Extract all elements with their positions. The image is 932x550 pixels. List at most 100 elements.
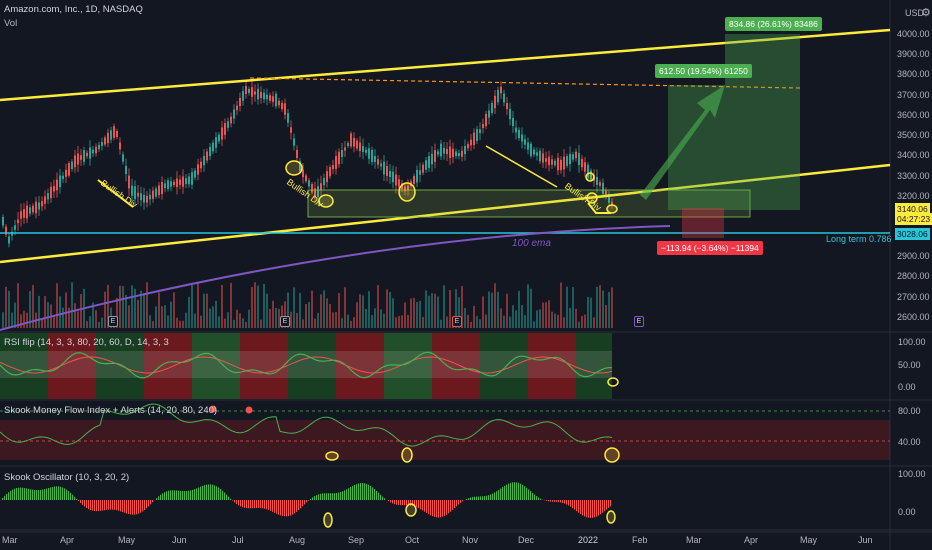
oscillator-bar	[274, 500, 276, 513]
rsi-flip-band	[36, 333, 42, 399]
oscillator-bar	[294, 500, 296, 514]
oscillator-bar	[566, 500, 568, 505]
oscillator-bar	[398, 500, 400, 505]
price-candle	[512, 117, 514, 127]
oscillator-bar	[28, 488, 30, 500]
rsi-flip-legend[interactable]: RSI flip (14, 3, 3, 80, 20, 60, D, 14, 3…	[4, 337, 169, 348]
volume-bar	[98, 321, 100, 328]
volume-bar	[593, 317, 595, 328]
volume-bar	[302, 319, 304, 328]
oscillator-bar	[254, 500, 256, 509]
oscillator-bar	[44, 489, 46, 500]
volume-bar	[410, 298, 412, 328]
earnings-marker-2[interactable]: E	[280, 316, 290, 327]
earnings-marker-3[interactable]: E	[452, 316, 462, 327]
volume-bar	[272, 300, 274, 328]
volume-bar	[185, 312, 187, 328]
oscillator-bar	[554, 500, 556, 502]
price-candle	[218, 134, 220, 142]
oscillator-bar	[178, 490, 180, 500]
ema-label[interactable]: 100 ema	[512, 238, 551, 249]
price-candle	[80, 155, 82, 160]
oscillator-bar	[194, 489, 196, 500]
price-candle	[41, 201, 43, 207]
price-candle	[113, 126, 115, 138]
oscillator-bar	[584, 500, 586, 517]
price-tick: 2900.00	[897, 251, 930, 261]
price-candle	[518, 129, 520, 139]
price-candle	[524, 139, 526, 145]
oscillator-bar	[72, 494, 74, 500]
countdown-badge: 04:27:23	[895, 213, 932, 225]
currency-label[interactable]: USD	[905, 8, 925, 18]
oscillator-bar	[488, 495, 490, 500]
money-flow-legend[interactable]: Skook Money Flow Index + Alerts (14, 20,…	[4, 405, 218, 416]
rsi-flip-band	[54, 333, 60, 399]
rsi-flip-band	[192, 333, 198, 399]
rsi-flip-band	[180, 333, 186, 399]
price-candle	[572, 154, 574, 160]
oscillator-bar	[4, 495, 6, 500]
price-candle	[134, 186, 136, 200]
price-candle	[143, 194, 145, 203]
volume-bar	[134, 288, 136, 328]
oscillator-legend[interactable]: Skook Oscillator (10, 3, 20, 2)	[4, 472, 130, 483]
price-candle	[542, 153, 544, 163]
price-candle	[23, 209, 25, 218]
oscillator-bar	[64, 488, 66, 500]
earnings-marker-4[interactable]: E	[634, 316, 644, 327]
volume-bar	[488, 291, 490, 328]
volume-bar	[443, 285, 445, 328]
oscillator-bar	[354, 484, 356, 500]
time-tick: Jun	[172, 535, 187, 545]
oscillator-bar	[324, 493, 326, 500]
settings-gear-icon[interactable]: ⚙	[921, 7, 931, 19]
symbol-title[interactable]: Amazon.com, Inc., 1D, NASDAQ	[4, 4, 143, 15]
oscillator-bar	[446, 500, 448, 515]
price-candle	[506, 103, 508, 109]
earnings-marker-1[interactable]: E	[108, 316, 118, 327]
oscillator-bar	[420, 500, 422, 510]
long-term-label[interactable]: Long term 0.786	[826, 234, 892, 244]
oscillator-bar	[132, 500, 134, 515]
measure-down-label[interactable]: −113.94 (−3.64%) −11394	[657, 241, 763, 255]
oscillator-bar	[116, 500, 118, 511]
price-tick: 3700.00	[897, 90, 930, 100]
oscillator-bar	[578, 500, 580, 513]
price-candle	[215, 137, 217, 148]
volume-bar	[377, 285, 379, 328]
price-candle	[458, 152, 460, 157]
oscillator-bar	[426, 500, 428, 513]
oscillator-bar	[188, 490, 190, 500]
volume-bar	[425, 290, 427, 328]
volume-bar	[527, 284, 529, 328]
price-candle	[47, 193, 49, 200]
oscillator-bar	[384, 498, 386, 500]
oscillator-bar	[70, 492, 72, 500]
oscillator-bar	[310, 498, 312, 500]
volume-bar	[518, 290, 520, 328]
price-candle	[224, 123, 226, 135]
highlight-circle	[398, 182, 416, 202]
mfi-zone	[0, 420, 890, 460]
volume-bar	[257, 285, 259, 328]
oscillator-bar	[210, 484, 212, 500]
price-candle	[272, 96, 274, 102]
volume-bar	[44, 296, 46, 328]
volume-bar	[578, 321, 580, 328]
volume-bar	[233, 319, 235, 328]
oscillator-bar	[40, 489, 42, 500]
volume-bar	[2, 312, 4, 328]
rsi-flip-band	[102, 333, 108, 399]
oscillator-bar	[434, 500, 436, 517]
volume-bar	[551, 311, 553, 328]
oscillator-bar	[436, 500, 438, 518]
oscillator-bar	[510, 482, 512, 500]
measure-up-small-label[interactable]: 612.50 (19.54%) 61250	[655, 64, 752, 78]
oscillator-bar	[10, 490, 12, 500]
ema-line	[0, 225, 671, 331]
rsi-flip-band	[252, 333, 258, 399]
volume-legend[interactable]: Vol	[4, 18, 18, 29]
measure-up-large-label[interactable]: 834.86 (26.61%) 83486	[725, 17, 822, 31]
